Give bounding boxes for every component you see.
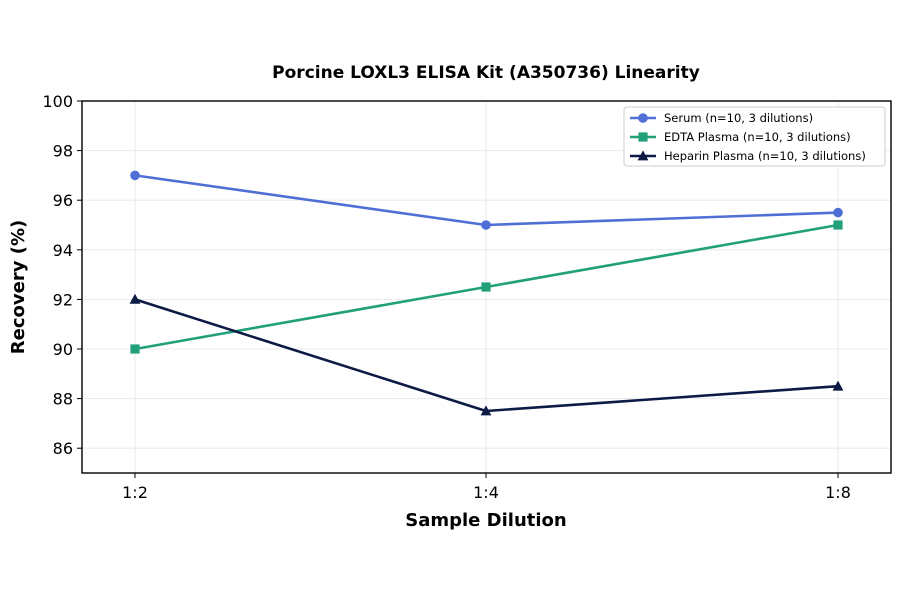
legend-entry: Serum (n=10, 3 dilutions) (630, 111, 813, 125)
y-tick-label: 90 (53, 340, 73, 359)
data-point (130, 170, 140, 181)
y-tick-label: 92 (53, 290, 73, 309)
legend-entry: EDTA Plasma (n=10, 3 dilutions) (630, 130, 851, 144)
data-point (481, 220, 491, 230)
chart-title: Porcine LOXL3 ELISA Kit (A350736) Linear… (272, 63, 700, 83)
data-point (481, 282, 491, 292)
legend-box (623, 106, 886, 167)
x-axis-ticks: 1:2 1:4 1:8 (122, 473, 851, 502)
y-tick-label: 98 (53, 142, 73, 161)
y-tick-label: 100 (42, 92, 73, 111)
series-2 (129, 293, 844, 416)
legend-label: EDTA Plasma (n=10, 3 dilutions) (664, 130, 851, 144)
legend-marker (638, 113, 648, 123)
series-line (134, 298, 839, 413)
y-tick-label: 94 (53, 241, 73, 260)
data-point (129, 293, 141, 304)
legend: Serum (n=10, 3 dilutions) EDTA Plasma (n=… (623, 106, 886, 167)
y-axis-ticks: 86 88 90 92 94 96 98 100 (42, 92, 82, 458)
legend-entry: Heparin Plasma (n=10, 3 dilutions) (630, 149, 866, 163)
y-tick-label: 86 (53, 439, 73, 458)
plot-frame (81, 100, 892, 474)
y-tick-label: 88 (53, 390, 73, 409)
data-point (832, 380, 844, 391)
legend-marker (638, 132, 648, 142)
y-tick-label: 96 (53, 191, 73, 210)
y-axis-label: Recovery (%) (8, 220, 29, 354)
data-point (480, 405, 492, 416)
x-tick-label: 1:2 (122, 483, 148, 502)
series-1 (130, 220, 843, 354)
data-point (130, 344, 140, 354)
series-lines (129, 170, 844, 416)
x-tick-label: 1:8 (825, 483, 851, 502)
data-point (833, 207, 843, 218)
legend-label: Heparin Plasma (n=10, 3 dilutions) (664, 149, 866, 163)
legend-label: Serum (n=10, 3 dilutions) (664, 111, 813, 125)
legend-marker (637, 150, 649, 161)
x-tick-label: 1:4 (473, 483, 499, 502)
x-axis-label: Sample Dilution (405, 510, 566, 531)
series-0 (130, 170, 843, 230)
data-point (833, 220, 843, 230)
